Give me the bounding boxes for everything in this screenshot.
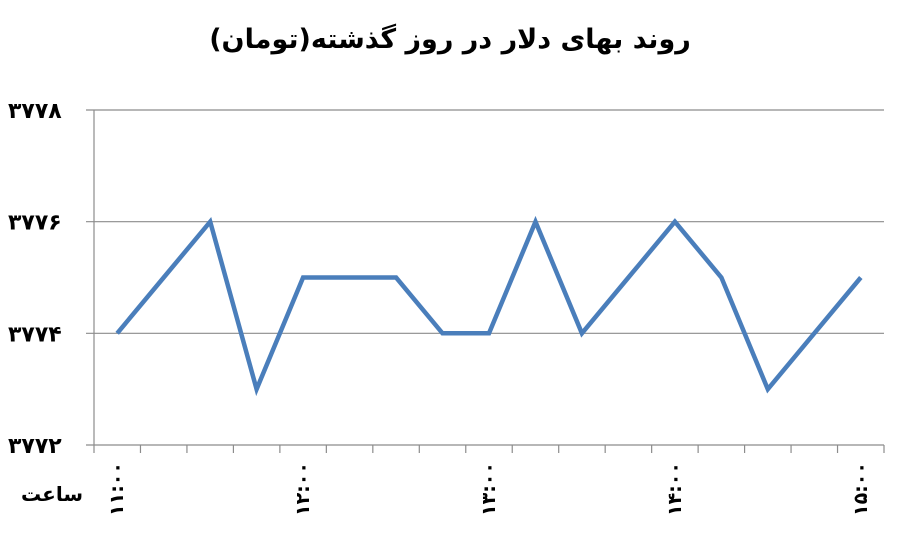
x-tick-label: ۱۱:۰۰ — [106, 462, 128, 516]
y-tick-label: ۳۷۷۸ — [8, 99, 62, 124]
x-tick-label: ۱۴:۰۰ — [664, 462, 686, 516]
series-line — [115, 215, 863, 397]
y-tick-label: ۳۷۷۲ — [8, 434, 62, 459]
chart-title: روند بهای دلار در روز گذشته(تومان) — [209, 24, 691, 55]
y-tick-label: ۳۷۷۴ — [8, 322, 62, 347]
x-tick-label: ۱۲:۰۰ — [292, 462, 314, 516]
x-axis-label: ساعت — [21, 482, 83, 506]
x-tick-label: ۱۵:۰۰ — [850, 462, 872, 516]
y-tick-label: ۳۷۷۶ — [8, 211, 62, 236]
x-tick-label: ۱۳:۰۰ — [478, 462, 500, 516]
